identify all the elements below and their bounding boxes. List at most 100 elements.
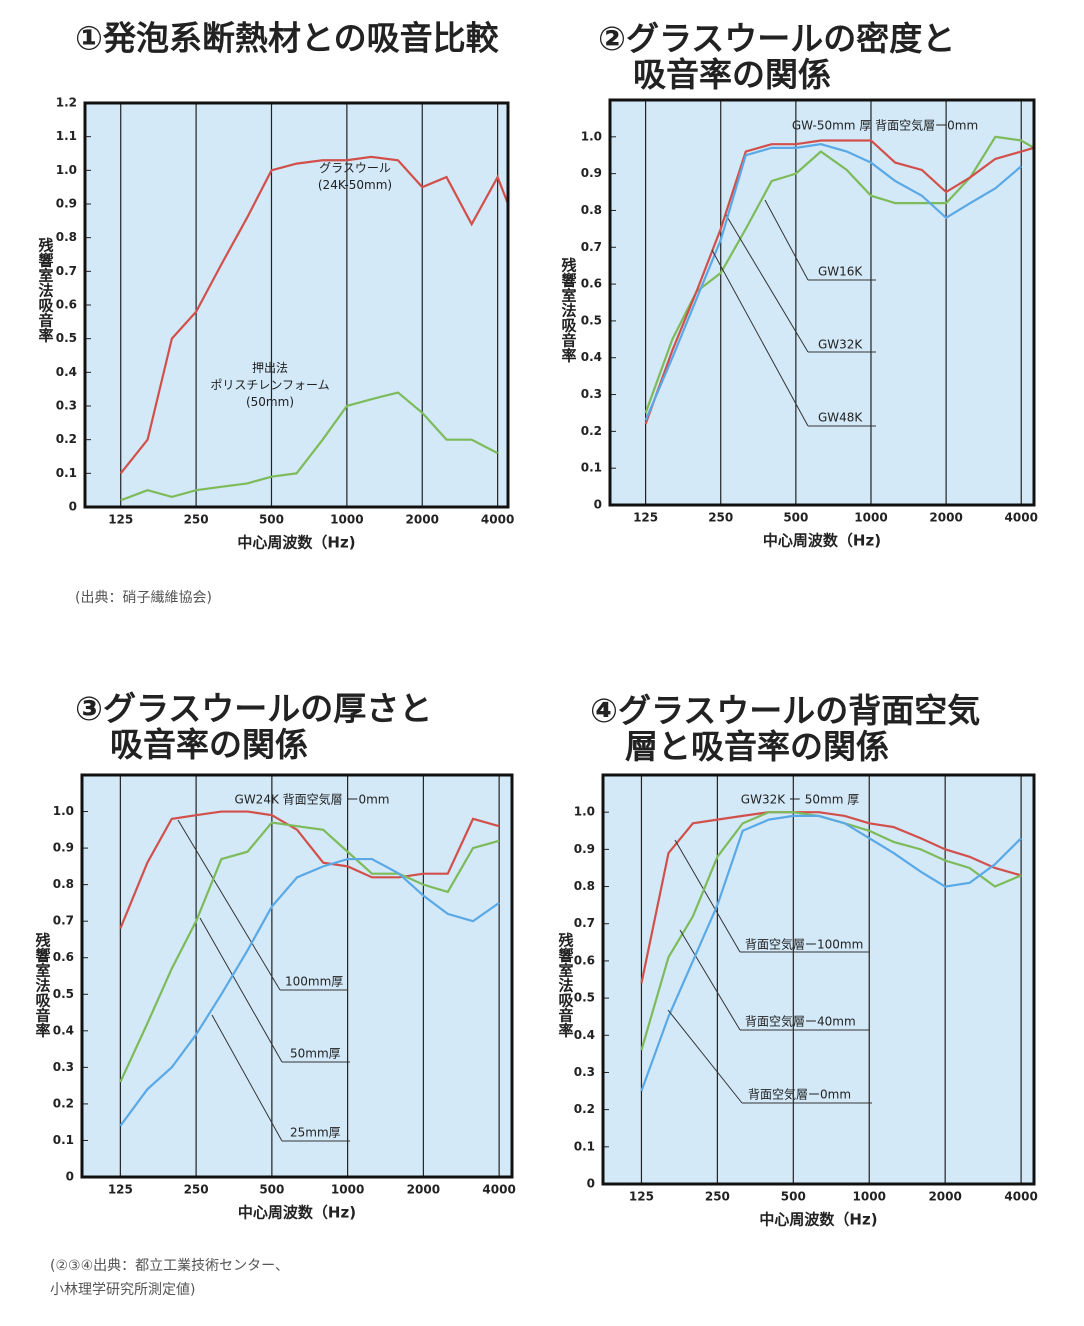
x-tick-label: 250: [708, 511, 733, 525]
text-line: 小林理学研究所測定値): [50, 1282, 195, 1298]
series-line: [119, 857, 500, 1127]
text-line: 吸音率の関係: [110, 725, 308, 764]
series-label: 25mm厚: [290, 1126, 341, 1140]
series-line: [119, 821, 500, 1083]
x-tick-label: 500: [783, 511, 808, 525]
plot-frame: [601, 773, 1036, 1186]
y-tick-label: 0: [594, 498, 602, 512]
plot-area: [82, 775, 512, 1177]
x-tick-label: 4000: [481, 513, 514, 527]
series-line: [640, 814, 1022, 1092]
leader-line: [764, 199, 809, 281]
leader-line: [199, 917, 283, 1063]
series-line: [644, 139, 1035, 425]
text-line: (②③④出典：都立工業技術センター、: [50, 1258, 289, 1274]
y-tick-label: 0.4: [574, 1028, 595, 1042]
annotation: GW32K ー 50mm 厚: [741, 793, 859, 807]
y-axis-label: 残響室法吸音率: [557, 932, 575, 1039]
y-tick-label: 0.3: [581, 387, 602, 401]
y-tick-label: 0.6: [574, 953, 595, 967]
x-tick-label: 250: [184, 1183, 209, 1197]
x-tick-label: 500: [781, 1190, 806, 1204]
series-line: [644, 143, 1022, 421]
y-tick-label: 1.0: [56, 163, 77, 177]
y-tick-label: 0.8: [53, 877, 74, 891]
y-tick-label: 1.2: [56, 96, 77, 110]
y-tick-label: 0.2: [53, 1096, 74, 1110]
text-line: ③グラスウールの厚さと: [75, 689, 432, 728]
x-tick-label: 250: [705, 1190, 730, 1204]
y-tick-label: 0.7: [581, 240, 602, 254]
text-line: ④グラスウールの背面空気: [590, 691, 980, 730]
y-tick-label: 0.7: [574, 916, 595, 930]
text-line: 押出法: [252, 361, 288, 375]
text-line: (50mm): [246, 395, 294, 409]
y-tick-label: 0.7: [53, 914, 74, 928]
y-axis-label: 残響室法吸音率: [37, 237, 55, 344]
leader-line: [711, 249, 809, 427]
annotation: GW24K 背面空気層 ー0mm: [235, 792, 390, 807]
x-tick-label: 2000: [406, 513, 439, 527]
chart-title: ④グラスウールの背面空気層と吸音率の関係: [590, 691, 980, 766]
y-tick-label: 1.1: [56, 129, 77, 143]
leader-line: [674, 839, 741, 953]
x-axis-label: 中心周波数（Hz): [763, 532, 881, 550]
x-tick-label: 125: [629, 1190, 654, 1204]
text-line: 層と吸音率の関係: [625, 727, 889, 766]
y-tick-label: 0.3: [56, 399, 77, 413]
y-tick-label: 0: [587, 1177, 595, 1191]
y-tick-label: 0.4: [56, 365, 77, 379]
plot-area: [603, 775, 1034, 1184]
series-label: 押出法ポリスチレンフォーム (50mm): [210, 361, 329, 409]
plot-frame: [83, 101, 510, 509]
series-label: 背面空気層ー40mm: [745, 1014, 856, 1029]
x-tick-label: 125: [108, 513, 133, 527]
y-axis-label: 残響室法吸音率: [34, 932, 52, 1039]
y-tick-label: 0: [66, 1170, 74, 1184]
text-line: ポリスチレンフォーム: [210, 378, 329, 392]
series-line: [644, 135, 1035, 414]
source-note: (出典：硝子繊維協会): [75, 590, 212, 606]
x-tick-label: 250: [184, 513, 209, 527]
plot-area: [610, 100, 1034, 505]
series-label: 100mm厚: [285, 975, 343, 989]
y-tick-label: 0.6: [56, 298, 77, 312]
leader-line: [667, 1009, 743, 1104]
text-line: (24K-50mm): [318, 178, 392, 192]
y-tick-label: 0.2: [574, 1102, 595, 1116]
y-tick-label: 0.2: [56, 432, 77, 446]
series-line: [119, 810, 500, 929]
series-label: GW48K: [818, 411, 863, 425]
text-line: グラスウール: [319, 161, 391, 175]
plot-area: [85, 103, 508, 507]
y-tick-label: 0.7: [56, 264, 77, 278]
series-label: グラスウール (24K-50mm): [318, 161, 392, 192]
y-tick-label: 1.0: [574, 805, 595, 819]
annotation: GW-50mm 厚 背面空気層ー0mm: [792, 118, 978, 133]
leader-line: [725, 214, 809, 353]
series-label: 背面空気層ー100mm: [745, 937, 863, 952]
y-tick-label: 0.3: [574, 1065, 595, 1079]
series-line: [640, 811, 1022, 984]
y-tick-label: 0.8: [574, 879, 595, 893]
chart-title: ①発泡系断熱材との吸音比較: [75, 19, 500, 58]
y-tick-label: 0.1: [574, 1139, 595, 1153]
y-tick-label: 0.2: [581, 424, 602, 438]
y-tick-label: 0.3: [53, 1060, 74, 1074]
series-label: 50mm厚: [290, 1047, 341, 1061]
y-tick-label: 0.9: [574, 842, 595, 856]
y-tick-label: 0.6: [53, 950, 74, 964]
y-tick-label: 1.0: [53, 804, 74, 818]
x-tick-label: 1000: [330, 513, 363, 527]
y-tick-label: 0.9: [53, 841, 74, 855]
y-tick-label: 0.1: [53, 1133, 74, 1147]
y-tick-label: 1.0: [581, 129, 602, 143]
x-axis-label: 中心周波数（Hz): [237, 534, 355, 552]
series-line: [119, 155, 510, 475]
y-tick-label: 0.4: [53, 1023, 74, 1037]
y-tick-label: 0.5: [56, 331, 77, 345]
x-tick-label: 4000: [1005, 511, 1038, 525]
x-tick-label: 4000: [482, 1183, 515, 1197]
series-label: GW32K: [818, 338, 863, 352]
